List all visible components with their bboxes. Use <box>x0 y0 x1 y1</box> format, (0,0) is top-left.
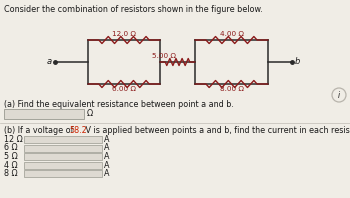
Text: (b) If a voltage of: (b) If a voltage of <box>4 126 76 135</box>
Text: V is applied between points a and b, find the current in each resistor.: V is applied between points a and b, fin… <box>83 126 350 135</box>
Text: A: A <box>104 144 110 152</box>
FancyBboxPatch shape <box>24 162 102 168</box>
FancyBboxPatch shape <box>24 136 102 143</box>
Text: i: i <box>338 90 340 100</box>
Text: (a) Find the equivalent resistance between point a and b.: (a) Find the equivalent resistance betwe… <box>4 100 234 109</box>
Text: 12 Ω: 12 Ω <box>4 135 23 144</box>
Text: 4.00 Ω: 4.00 Ω <box>219 31 244 37</box>
Text: A: A <box>104 169 110 178</box>
Text: 6.00 Ω: 6.00 Ω <box>112 86 136 92</box>
Text: 5.00 Ω: 5.00 Ω <box>152 53 175 59</box>
Text: Consider the combination of resistors shown in the figure below.: Consider the combination of resistors sh… <box>4 5 263 14</box>
Text: 8 Ω: 8 Ω <box>4 169 18 178</box>
FancyBboxPatch shape <box>24 153 102 160</box>
FancyBboxPatch shape <box>4 109 84 119</box>
Text: A: A <box>104 152 110 161</box>
Text: Ω: Ω <box>87 109 93 118</box>
Text: A: A <box>104 135 110 144</box>
Text: a: a <box>47 57 52 67</box>
Text: 6 Ω: 6 Ω <box>4 144 18 152</box>
Text: 12.0 Ω: 12.0 Ω <box>112 31 136 37</box>
Text: A: A <box>104 161 110 169</box>
Text: 58.2: 58.2 <box>70 126 88 135</box>
Text: 5 Ω: 5 Ω <box>4 152 18 161</box>
FancyBboxPatch shape <box>24 145 102 151</box>
Text: b: b <box>295 57 300 67</box>
Text: 8.00 Ω: 8.00 Ω <box>219 86 244 92</box>
Text: 4 Ω: 4 Ω <box>4 161 18 169</box>
FancyBboxPatch shape <box>24 170 102 177</box>
